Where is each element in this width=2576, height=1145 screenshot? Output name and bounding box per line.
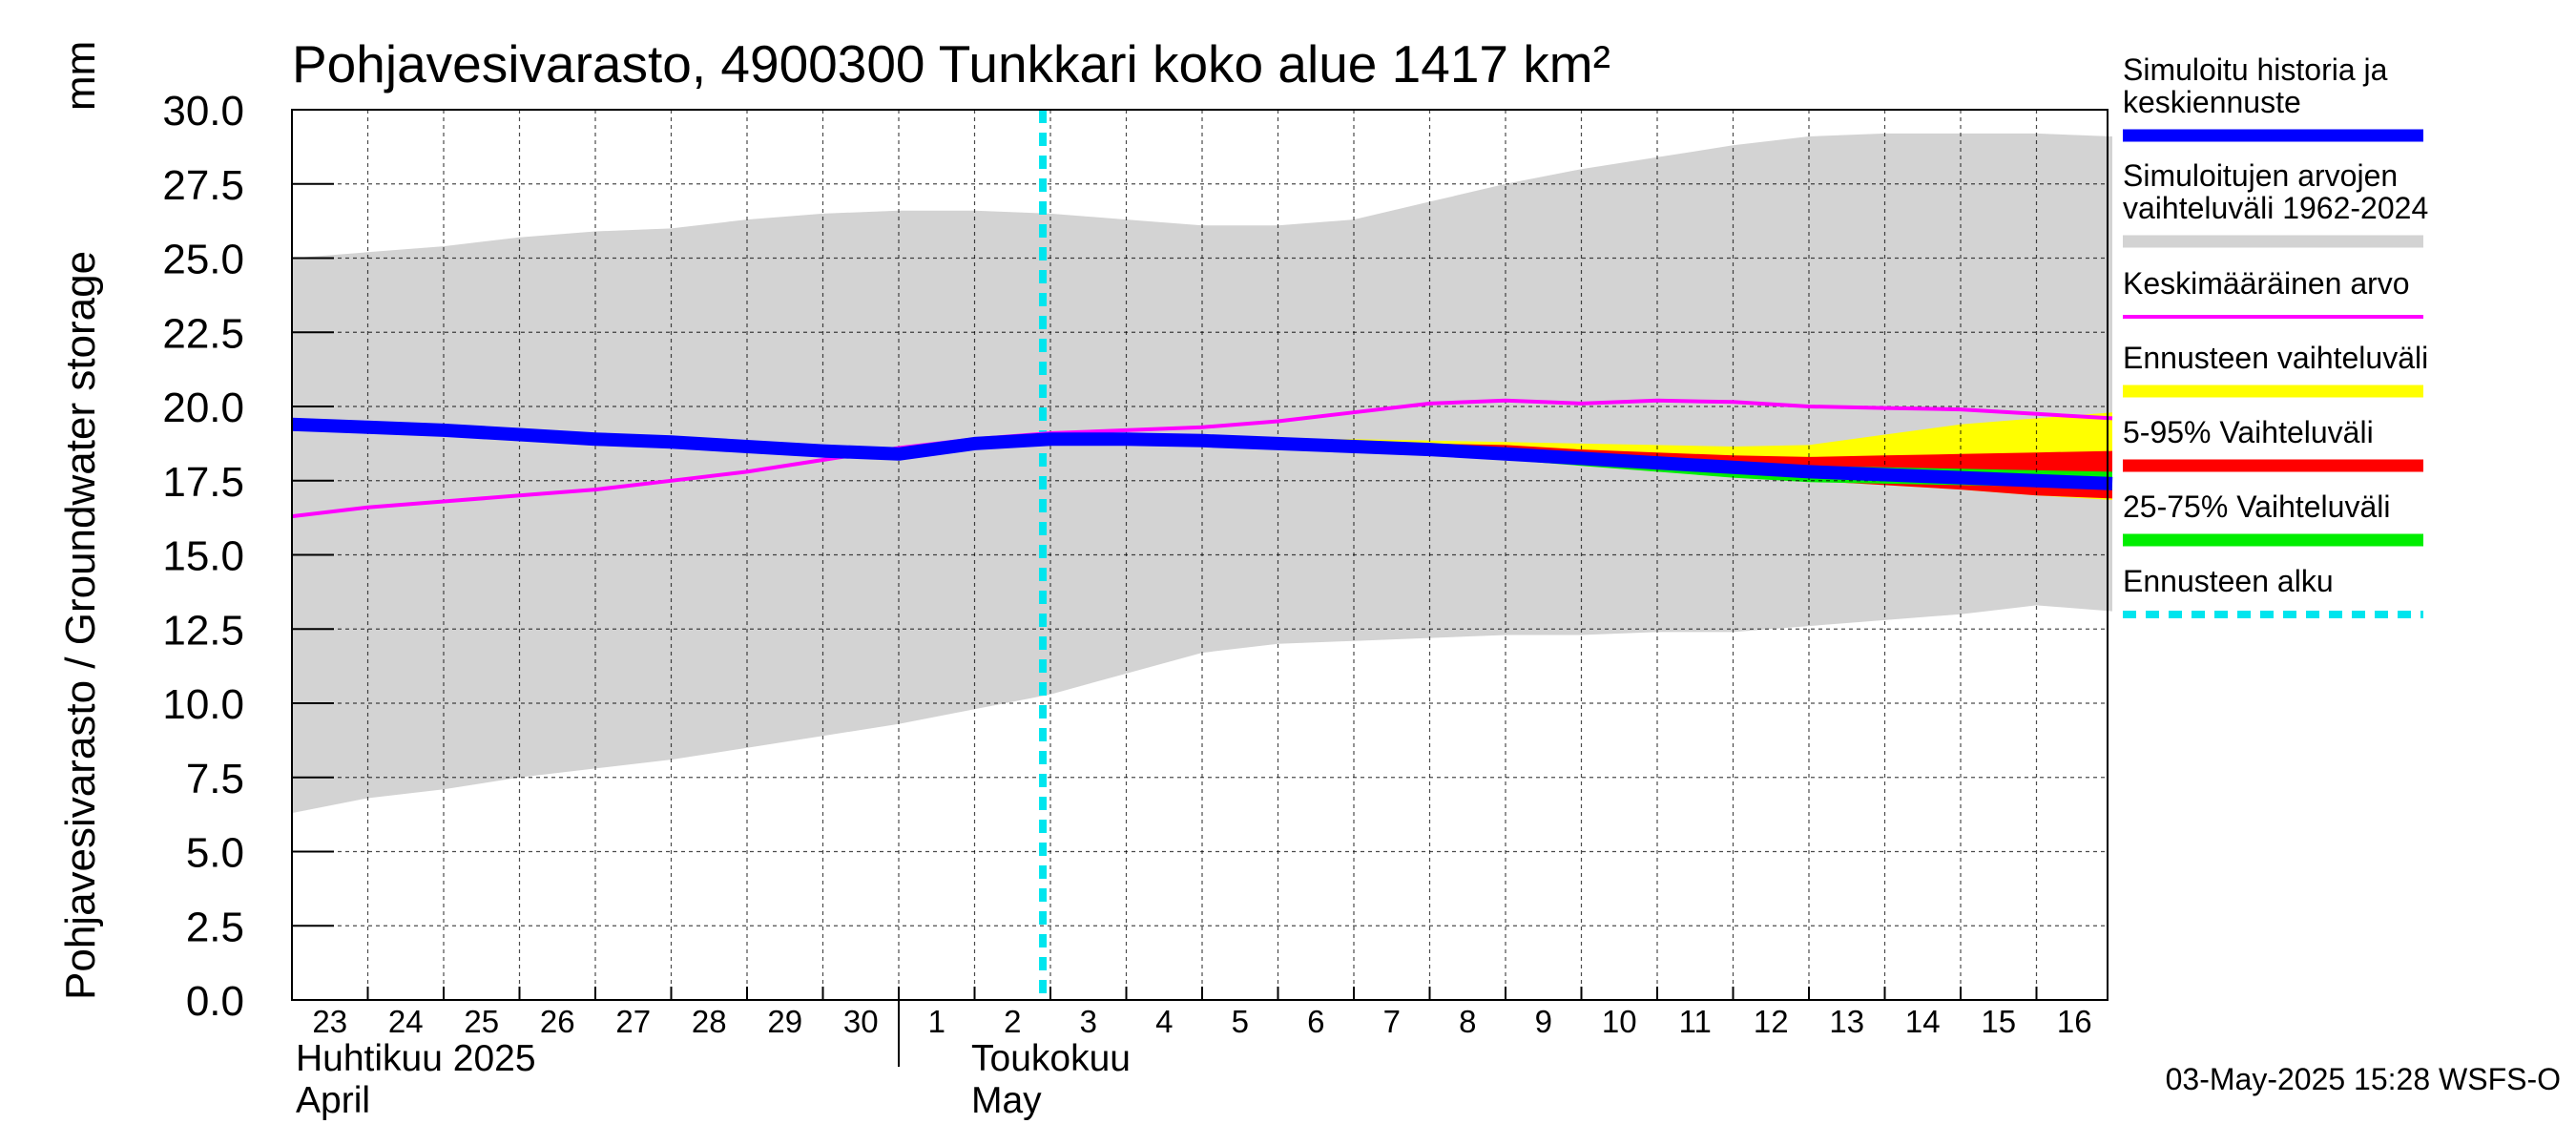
chart-title: Pohjavesivarasto, 4900300 Tunkkari koko … xyxy=(292,34,1610,94)
chart-axes: 0.0 2.5 5.0 7.5 10.0 12.5 15.0 17.5 20.0 22.5 25.0… xyxy=(162,88,2109,1121)
y-tick-label: 27.5 xyxy=(162,162,244,209)
x-tick-label: 26 xyxy=(540,1004,575,1039)
y-tick-label: 5.0 xyxy=(186,830,244,877)
x-tick-label: 9 xyxy=(1535,1004,1552,1039)
chart-grid xyxy=(292,110,2108,1000)
x-tick-label: 30 xyxy=(843,1004,879,1039)
legend-label: vaihteluväli 1962-2024 xyxy=(2123,191,2428,225)
x-tick-label: 4 xyxy=(1155,1004,1173,1039)
y-tick-label: 0.0 xyxy=(186,978,244,1025)
x-tick-label: 12 xyxy=(1754,1004,1789,1039)
y-axis-label: Pohjavesivarasto / Groundwater storage xyxy=(57,251,104,1000)
x-tick-label: 23 xyxy=(312,1004,347,1039)
legend-label: 25-75% Vaihteluväli xyxy=(2123,489,2390,524)
x-tick-label: 25 xyxy=(464,1004,499,1039)
x-tick-label: 27 xyxy=(615,1004,651,1039)
y-tick-label: 12.5 xyxy=(162,607,244,654)
legend-label: Ennusteen alku xyxy=(2123,564,2334,598)
legend-label: keskiennuste xyxy=(2123,85,2301,119)
legend-label: 5-95% Vaihteluväli xyxy=(2123,415,2374,449)
y-axis-unit: mm xyxy=(57,41,104,111)
x-tick-label: 11 xyxy=(1679,1004,1712,1039)
x-tick-label: 8 xyxy=(1459,1004,1476,1039)
x-tick-label: 10 xyxy=(1602,1004,1637,1039)
y-tick-label: 25.0 xyxy=(162,237,244,283)
chart-lines xyxy=(291,110,2113,1000)
line-keskim-r-inen-arvo xyxy=(291,398,2113,519)
x-tick-label: 13 xyxy=(1829,1004,1864,1039)
x-tick-label: 28 xyxy=(692,1004,727,1039)
legend-label: Ennusteen vaihteluväli xyxy=(2123,341,2428,375)
x-tick-label: 3 xyxy=(1080,1004,1097,1039)
x-tick-label: 2 xyxy=(1004,1004,1021,1039)
y-tick-label: 7.5 xyxy=(186,756,244,802)
timestamp-footer: 03-May-2025 15:28 WSFS-O xyxy=(2166,1062,2561,1096)
month-label: Toukokuu xyxy=(971,1038,1131,1079)
x-tick-label: 7 xyxy=(1383,1004,1401,1039)
y-tick-label: 22.5 xyxy=(162,310,244,357)
x-tick-label: 14 xyxy=(1905,1004,1941,1039)
legend-label: Simuloitu historia ja xyxy=(2123,52,2388,87)
y-tick-label: 30.0 xyxy=(162,88,244,135)
y-tick-label: 10.0 xyxy=(162,681,244,728)
line-simuloitu-historia-ja-keskiennuste xyxy=(291,417,2113,490)
x-tick-label: 29 xyxy=(767,1004,802,1039)
x-tick-label: 24 xyxy=(388,1004,424,1039)
x-tick-label: 6 xyxy=(1307,1004,1324,1039)
legend-label: Simuloitujen arvojen xyxy=(2123,158,2398,193)
x-tick-label: 5 xyxy=(1232,1004,1249,1039)
x-tick-label: 15 xyxy=(1981,1004,2016,1039)
month-label: Huhtikuu 2025 xyxy=(296,1038,536,1079)
legend-label: Keskimääräinen arvo xyxy=(2123,266,2410,301)
x-tick-label: 16 xyxy=(2057,1004,2092,1039)
x-tick-label: 1 xyxy=(928,1004,945,1039)
month-label-en: May xyxy=(971,1080,1042,1121)
y-tick-label: 2.5 xyxy=(186,904,244,950)
month-label-en: April xyxy=(296,1080,370,1121)
y-tick-label: 17.5 xyxy=(162,459,244,506)
y-tick-label: 15.0 xyxy=(162,533,244,580)
y-tick-label: 20.0 xyxy=(162,385,244,431)
